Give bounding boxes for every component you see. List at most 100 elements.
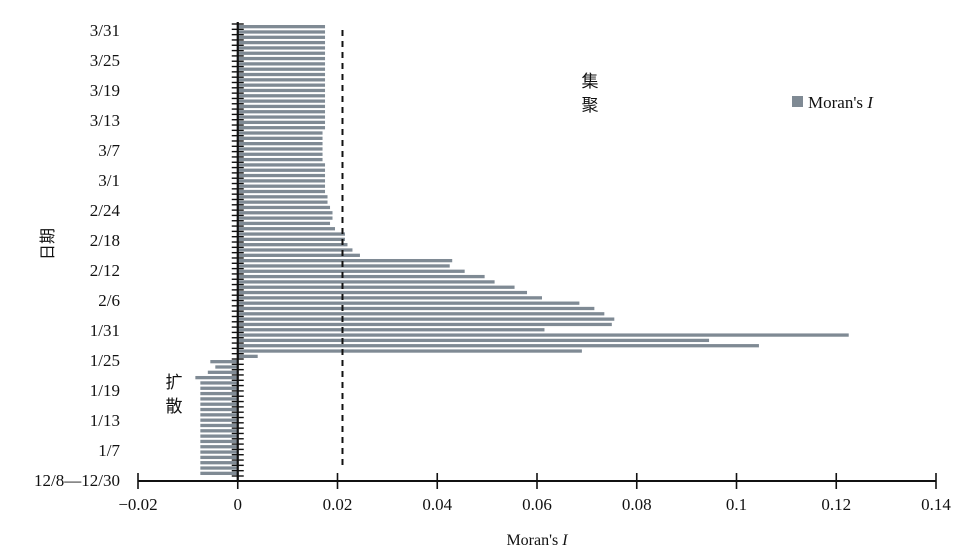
bars-layer [195,25,849,475]
bar [237,126,326,130]
bar [237,72,326,77]
x-tick-label: 0 [234,495,243,514]
bar [237,104,326,109]
bar [237,322,612,327]
bar [237,99,326,103]
bar [237,30,326,34]
bar [237,67,326,71]
bar [237,94,326,98]
bar [200,466,238,470]
bar [237,243,348,247]
bar [237,78,326,82]
bar [237,211,333,215]
bar [237,163,326,167]
x-tick-label: 0.1 [726,495,747,514]
bar [210,360,238,364]
bar [237,274,485,279]
bar [200,471,238,475]
bar [200,397,238,401]
bar [237,168,326,172]
bar [237,40,326,45]
bar [207,370,238,374]
bar [237,83,326,87]
bar [237,184,326,188]
bar [237,285,515,289]
bar [237,312,605,316]
bar [237,200,328,204]
y-tick-label: 1/31 [90,321,120,340]
bar [237,354,258,358]
y-tick-label: 1/7 [98,441,120,460]
bar [237,205,331,210]
y-tick-label: 3/1 [98,171,120,190]
bar [237,142,323,146]
x-tick-label: 0.08 [622,495,652,514]
y-tick-label: 2/18 [90,231,120,250]
x-tick-label: 0.12 [821,495,851,514]
y-tick-label: 3/19 [90,81,120,100]
bar [200,450,238,454]
bar [237,131,323,135]
bar [200,402,238,406]
y-tick-label: 1/19 [90,381,120,400]
bar [195,375,238,380]
annotation-diffuse-char-1: 扩 [166,373,183,392]
bar [237,216,333,220]
y-tick-label: 3/31 [90,21,120,40]
y-tick-label: 3/13 [90,111,120,130]
bar [200,455,238,460]
legend-label: Moran's I [808,93,874,112]
bar [237,46,326,50]
bar [237,328,545,332]
y-tick-label: 1/25 [90,351,120,370]
bar [200,386,238,390]
annotation-cluster-char-2: 聚 [582,96,599,115]
annotation-cluster-char-1: 集 [582,72,599,91]
annotation-diffuse-char-2: 散 [166,397,183,416]
y-tick-label: 2/12 [90,261,120,280]
bar [237,296,542,300]
bar [200,423,238,428]
y-tick-label: 3/7 [98,141,120,160]
bar [237,306,595,311]
bar [237,115,326,119]
bar [237,157,323,162]
legend-swatch [792,96,803,107]
bar [200,439,238,444]
legend: Moran's I [792,93,874,112]
bar [200,391,238,396]
bar [237,147,323,151]
x-axis-title: Moran's I [506,532,568,548]
x-axis: −0.02 0 0.02 0.04 0.06 0.08 0.1 0.12 0.14 [118,473,951,514]
bar [237,232,345,236]
bar [237,248,353,252]
y-tick-label: 2/6 [98,291,120,310]
bar [237,338,710,343]
x-tick-label: 0.06 [522,495,552,514]
y-tick-label: 3/25 [90,51,120,70]
bar [237,25,326,29]
bar [237,179,326,183]
bar [237,51,326,55]
y-tick-label: 12/8—12/30 [34,471,120,490]
bar [200,445,238,449]
y-axis: 12/8—12/30 1/7 1/13 1/19 1/25 1/31 2/6 2/12 2/18… [34,21,244,490]
x-tick-label: 0.04 [422,495,452,514]
y-tick-label: 2/24 [90,201,121,220]
bar [237,237,345,242]
bar [200,418,238,422]
bar [237,195,328,199]
bar [237,253,360,257]
bar [237,110,326,114]
bar [237,333,849,337]
bar [237,258,453,263]
bar [237,344,759,348]
legend-label-prefix: Moran's [808,93,863,112]
bar [237,88,326,93]
bar [237,152,323,156]
bar [237,35,326,39]
bar [237,221,331,226]
x-axis-title-italic: I [561,532,568,548]
